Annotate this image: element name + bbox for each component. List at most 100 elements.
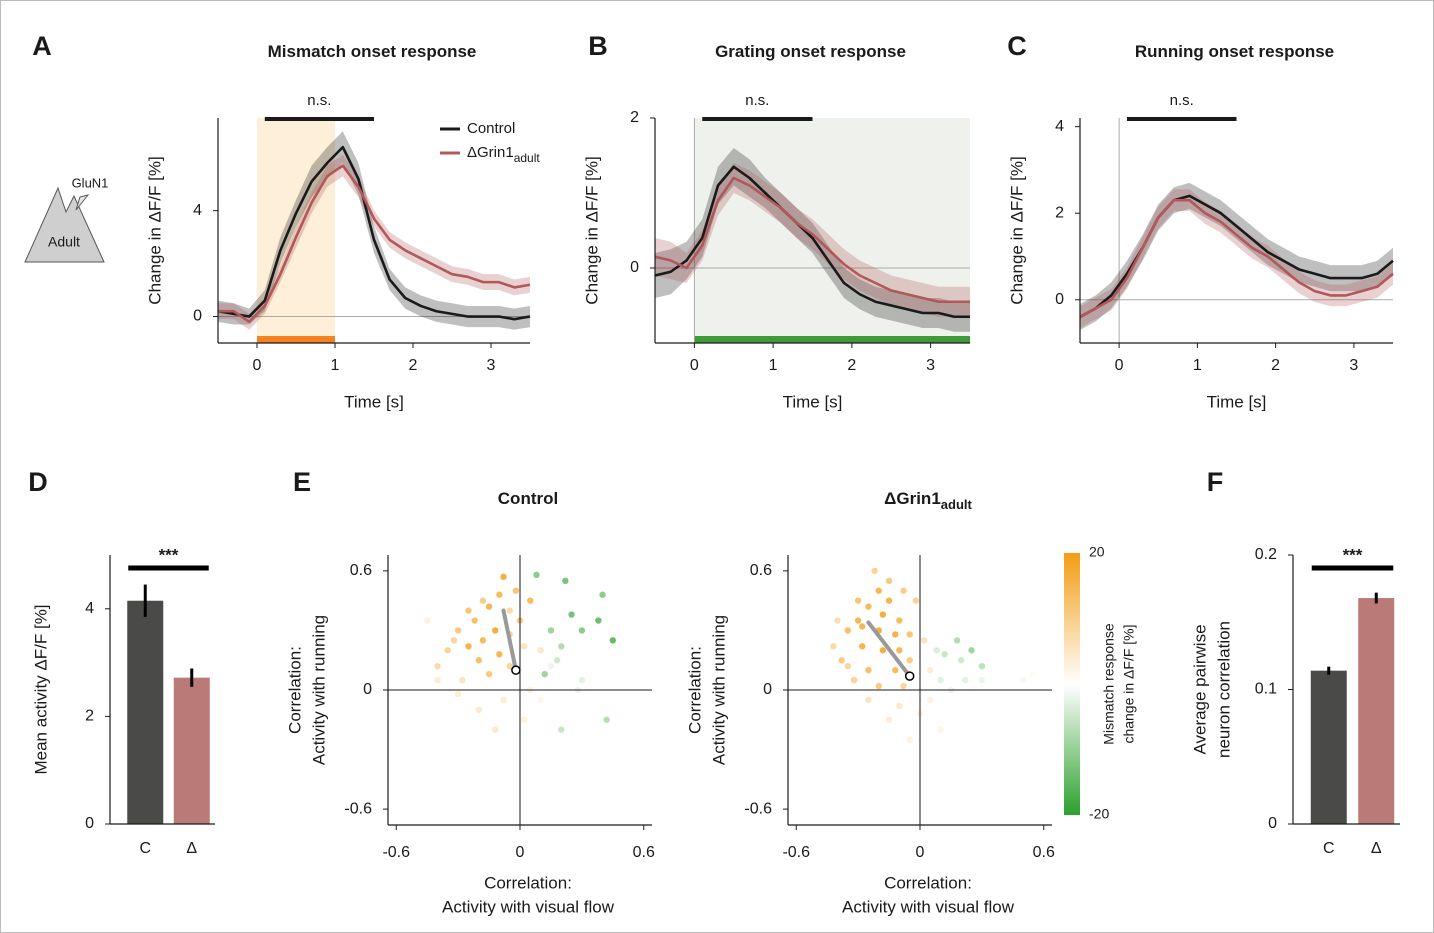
point (958, 657, 965, 664)
point (520, 716, 528, 723)
y-tick-label: 0.6 (750, 562, 772, 579)
receptor-label: GluN1 (72, 175, 109, 190)
point (927, 666, 934, 674)
x-tick-label: 2 (847, 357, 856, 374)
x-axis-label: Time [s] (783, 392, 843, 411)
point (1019, 676, 1027, 684)
point (537, 696, 544, 704)
point (578, 627, 586, 634)
x-tick-label: 1 (1193, 357, 1202, 374)
y-tick-label: 0.2 (1255, 546, 1277, 563)
point (512, 587, 520, 594)
receptor-shape (75, 194, 90, 211)
panel-letter: A (32, 31, 52, 61)
x-tick-label: 0.6 (633, 844, 655, 861)
icon-label: Adult (48, 234, 80, 250)
point (599, 591, 606, 598)
point (562, 577, 569, 585)
point (859, 643, 866, 650)
error-band (218, 131, 530, 330)
title-main: Running onset response (1135, 42, 1334, 61)
point (444, 647, 452, 654)
point (471, 617, 478, 624)
x-tick-label: -0.6 (382, 844, 410, 861)
panel-letter: D (28, 467, 48, 497)
y-axis-label: Activity with running (709, 615, 728, 765)
y-tick-label: 2 (85, 708, 94, 725)
x-axis-label: Time [s] (344, 392, 404, 411)
bar (127, 600, 164, 824)
point (479, 637, 487, 644)
point (506, 662, 513, 670)
point (941, 651, 948, 658)
point (558, 726, 565, 733)
mean-point (904, 671, 915, 681)
point (454, 690, 462, 698)
y-axis-label: Activity with running (309, 615, 328, 765)
point (865, 666, 872, 674)
x-tick-label: 1 (769, 357, 778, 374)
x-axis-label: Correlation: (484, 873, 572, 892)
point (496, 591, 503, 598)
point (906, 657, 913, 664)
x-tick-label: Δ (1371, 840, 1382, 857)
legend-label: Control (467, 120, 515, 137)
x-tick-label: 0 (916, 844, 925, 861)
point (475, 657, 482, 664)
y-axis-label: Change in ΔF/F [%] (1007, 156, 1026, 304)
y-tick-label: 4 (85, 600, 94, 617)
colorbar-label: Mismatch response (1101, 623, 1117, 745)
y-tick-label: 0 (363, 681, 372, 698)
point (527, 597, 534, 604)
point (475, 706, 482, 714)
y-tick-label: 4 (193, 202, 202, 219)
point (492, 627, 499, 634)
point (896, 647, 903, 654)
x-tick-label: 0.6 (1033, 844, 1055, 861)
point (485, 670, 493, 678)
colorbar-tick-label: 20 (1089, 544, 1105, 560)
x-tick-label: 3 (926, 357, 935, 374)
series-line (1079, 194, 1394, 319)
point (912, 597, 920, 604)
point (834, 617, 841, 624)
point (865, 696, 872, 704)
x-tick-label: 0 (253, 357, 262, 374)
point (603, 716, 610, 723)
x-tick-label: 0 (516, 844, 525, 861)
x-tick-label: C (1323, 840, 1335, 857)
point (850, 676, 858, 684)
legend-subscript: adult (514, 151, 541, 165)
y-axis-label: Change in ΔF/F [%] (145, 156, 164, 304)
neuron-body (24, 186, 105, 263)
point (506, 607, 513, 614)
point (953, 637, 961, 644)
point (541, 670, 548, 678)
colorbar-tick-label: -20 (1089, 806, 1109, 822)
x-tick-label: 3 (1349, 357, 1358, 374)
series-line (654, 165, 970, 319)
point (933, 647, 940, 654)
point (454, 627, 462, 634)
series-line (1079, 198, 1394, 319)
x-axis-label: Correlation: (884, 873, 972, 892)
point (465, 607, 472, 614)
chart-title: Control (498, 489, 558, 508)
y-tick-label: -0.6 (344, 800, 372, 817)
point (450, 637, 458, 644)
point (865, 603, 872, 610)
x-tick-label: 1 (331, 357, 340, 374)
panel-letter: B (588, 31, 608, 61)
point (492, 726, 499, 733)
point (927, 696, 934, 704)
point (578, 676, 586, 684)
point (547, 627, 555, 634)
point (844, 662, 852, 670)
x-tick-label: 0 (1115, 357, 1124, 374)
panel-letter: E (293, 467, 311, 497)
point (537, 647, 544, 654)
bar (173, 677, 210, 824)
title-main: ΔGrin1 (884, 489, 941, 508)
y-axis-label: Correlation: (285, 646, 304, 734)
legend-name: ΔGrin1 (467, 144, 514, 161)
